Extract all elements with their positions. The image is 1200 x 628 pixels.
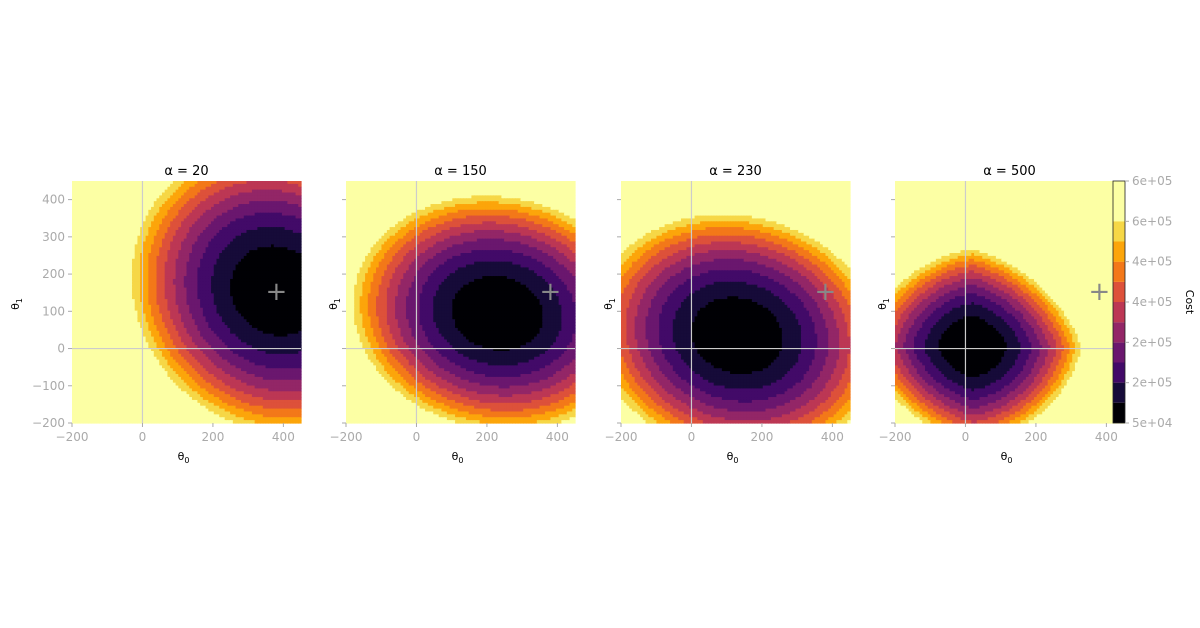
contour-panel: +α = 20−200 0 200 400−200−1000100200300400θ… (9, 164, 302, 465)
